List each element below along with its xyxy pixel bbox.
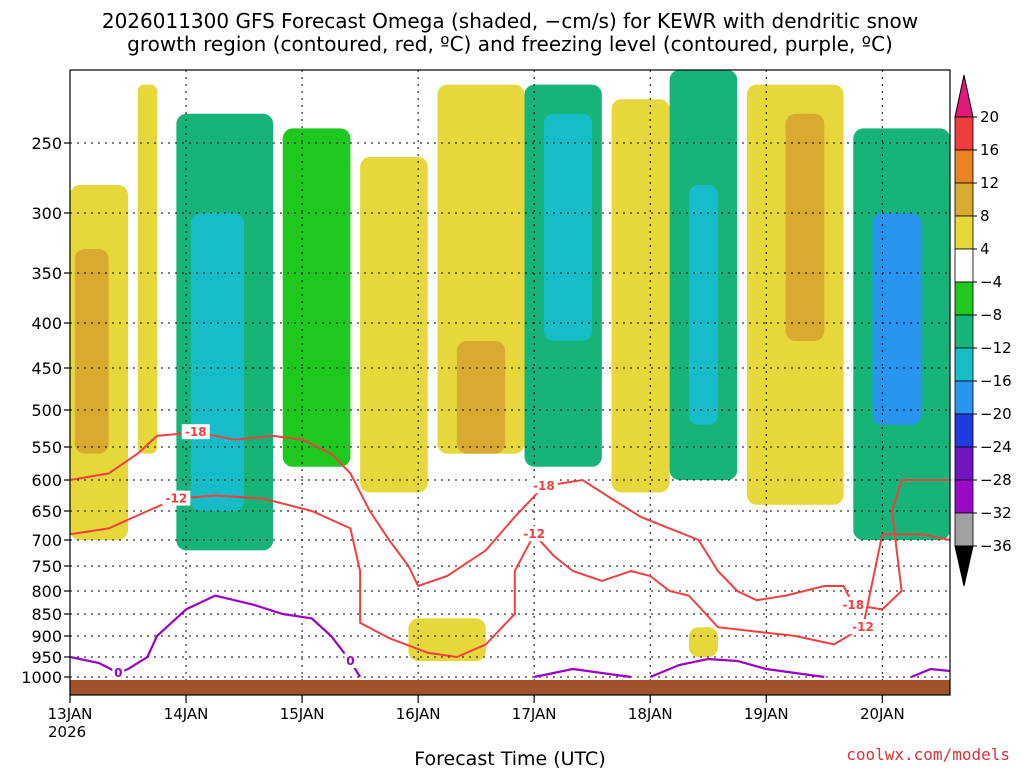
colorbar-label-9: −20 [980,405,1012,423]
x-axis-label: Forecast Time (UTC) [414,748,605,768]
terrain-band [70,680,950,695]
colorbar-label-2: 12 [980,174,999,192]
dgz-label-bg-0-1 [529,478,558,494]
freezing-label-1: 0 [346,654,354,668]
colorbar-label-13: −36 [980,537,1012,555]
freezing-label-0: 0 [114,666,122,680]
freezing-label-bg-1 [344,653,357,668]
ytick-label-900: 900 [31,627,62,646]
xtick-label-13JAN: 13JAN [48,705,93,723]
colorbar-swatch-10 [954,446,974,481]
ytick-label-250: 250 [31,134,62,153]
colorbar-swatch-11 [954,479,974,514]
dgz-label-0-0: -18 [185,425,207,439]
ytick-label-850: 850 [31,605,62,624]
ytick-label-700: 700 [31,531,62,550]
omega-region-2 [137,84,158,454]
ytick-label-1000: 1000 [21,668,62,687]
colorbar-label-12: −32 [980,504,1012,522]
freezing-contour-3 [910,667,950,679]
omega-region-17 [872,213,921,425]
dgz-label-0-2: -18 [842,598,864,612]
colorbar-swatch-2 [954,182,974,217]
colorbar-label-6: −8 [980,306,1002,324]
colorbar-swatch-1 [954,149,974,184]
omega-region-18 [408,618,486,661]
x-axis-year: 2026 [48,723,86,741]
colorbar-label-0: 20 [980,108,999,126]
y-axis-pressure: 250 300 350 400 450 500 550 600 650 700 750 800 850 9… [21,134,70,687]
colorbar-swatch-3 [954,215,974,250]
xtick-label-18JAN: 18JAN [628,705,673,723]
xtick-label-14JAN: 14JAN [164,705,209,723]
dgz-label-bg-1-2 [848,619,877,635]
xtick-label-15JAN: 15JAN [280,705,325,723]
omega-region-4 [190,213,245,511]
omega-region-11 [611,99,670,493]
omega-region-8 [456,341,506,454]
ytick-label-600: 600 [31,471,62,490]
dgz-label-bg-0-0 [181,424,210,440]
colorbar-swatch-9 [954,413,974,448]
xtick-label-19JAN: 19JAN [744,705,789,723]
dgz-label-bg-1-0 [162,490,191,506]
colorbar-label-5: −4 [980,273,1002,291]
colorbar-swatch-8 [954,380,974,415]
dgz-label-0-1: -18 [533,479,555,493]
plot-frame [69,69,951,696]
colorbar-label-11: −28 [980,471,1012,489]
omega-region-5 [282,128,351,467]
ytick-label-350: 350 [31,264,62,283]
colorbar: 20 16 12 8 4 −4 −8 −12 −16 −20 −24 −28 −32 −36 [954,74,1012,587]
xtick-label-16JAN: 16JAN [396,705,441,723]
dgz-label-1-0: -12 [166,492,188,506]
dgz-label-1-2: -12 [852,620,874,634]
contours: -18 -18 -18 -12 -12 -12 0 0 [70,424,950,680]
ytick-label-300: 300 [31,204,62,223]
colorbar-swatch-12 [954,512,974,547]
ytick-label-550: 550 [31,438,62,457]
freezing-label-bg-0 [112,665,125,680]
xtick-label-20JAN: 20JAN [860,705,905,723]
x-axis-time: 13JAN 14JAN 15JAN 16JAN 17JAN 18JAN 19JAN 20JAN [48,695,905,723]
ytick-label-750: 750 [31,557,62,576]
omega-region-10 [543,113,593,341]
xtick-label-17JAN: 17JAN [512,705,557,723]
omega-shading [70,70,950,661]
colorbar-swatch-0 [954,116,974,151]
freezing-contour-2 [649,657,825,679]
colorbar-label-3: 8 [980,207,990,225]
omega-region-19 [688,627,718,657]
colorbar-swatch-6 [954,314,974,349]
colorbar-swatch-5 [954,281,974,316]
dgz-label-bg-0-2 [839,596,868,612]
colorbar-label-8: −16 [980,372,1012,390]
colorbar-swatch-4 [954,248,974,283]
dgz-label-1-1: -12 [523,527,545,541]
ytick-label-400: 400 [31,314,62,333]
ytick-label-450: 450 [31,359,62,378]
ytick-label-650: 650 [31,502,62,521]
colorbar-label-4: 4 [980,240,990,258]
colorbar-label-10: −24 [980,438,1012,456]
chart-title-line-2: growth region (contoured, red, ºC) and f… [127,32,893,56]
chart-title-line-1: 2026011300 GFS Forecast Omega (shaded, −… [102,9,918,33]
ytick-label-950: 950 [31,648,62,667]
colorbar-label-1: 16 [980,141,999,159]
colorbar-label-7: −12 [980,339,1012,357]
ytick-label-500: 500 [31,401,62,420]
omega-region-6 [360,157,428,493]
dgz-label-bg-1-1 [520,526,549,542]
omega-region-15 [785,113,825,341]
omega-region-13 [688,185,718,425]
surface-terrain [70,680,950,695]
colorbar-swatch-7 [954,347,974,382]
freezing-contour-1 [533,667,632,679]
ytick-label-800: 800 [31,582,62,601]
credit-text: coolwx.com/models [846,745,1010,764]
colorbar-top-arrow [954,74,974,118]
colorbar-bottom-arrow [954,545,974,587]
omega-region-1 [74,249,109,454]
